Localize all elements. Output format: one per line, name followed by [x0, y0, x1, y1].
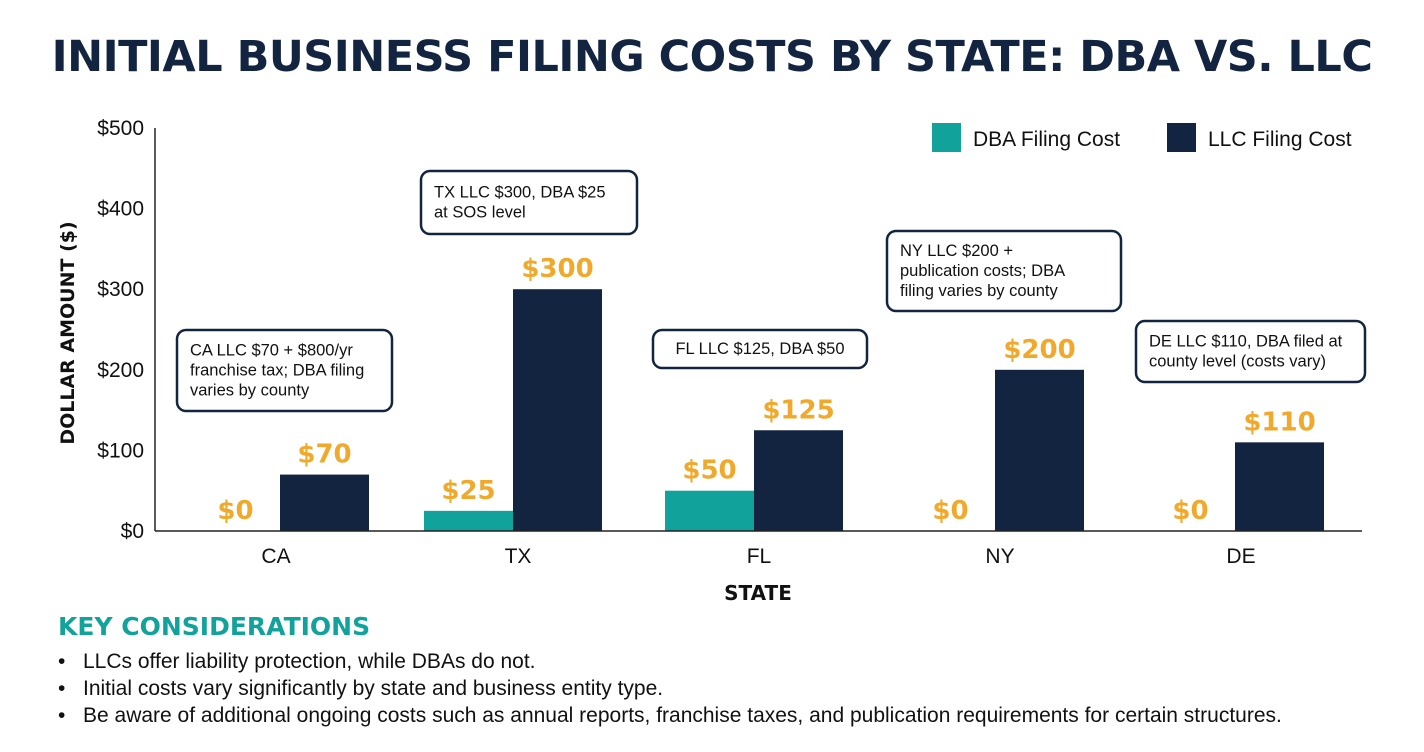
x-tick-label: TX: [505, 545, 532, 568]
annotation-box: [419, 169, 639, 236]
key-considerations-list: • LLCs offer liability protection, while …: [58, 648, 1282, 729]
llc-bar: [513, 289, 602, 531]
annotation-box: [1134, 319, 1367, 384]
legend-swatch-dba: [932, 123, 961, 152]
data-label: $300: [521, 254, 593, 284]
annotation-text: TX LLC $300, DBA $25: [434, 184, 606, 202]
legend-label: DBA Filing Cost: [973, 128, 1120, 151]
list-item-text: Be aware of additional ongoing costs suc…: [83, 704, 1282, 727]
y-tick-label: $100: [97, 439, 144, 462]
legend: DBA Filing Cost LLC Filing Cost: [932, 123, 1352, 152]
annotation-callout: NY LLC $200 + publication costs; DBA filin…: [885, 229, 1123, 313]
annotation-box: [175, 328, 394, 413]
data-label: $200: [1003, 335, 1075, 365]
annotation-text: filing varies by county: [900, 282, 1058, 300]
data-label: $0: [217, 496, 253, 526]
data-label: $125: [762, 395, 834, 425]
llc-bar: [1235, 442, 1324, 531]
list-item-text: LLCs offer liability protection, while D…: [83, 650, 536, 673]
legend-label: LLC Filing Cost: [1208, 128, 1352, 151]
key-considerations-title: KEY CONSIDERATIONS: [58, 612, 371, 641]
llc-bar: [754, 430, 843, 531]
dba-bar: [424, 510, 513, 531]
y-tick-label: $500: [97, 117, 144, 140]
chart-title: INITIAL BUSINESS FILING COSTS BY STATE: …: [51, 32, 1373, 82]
x-tick-label: CA: [261, 545, 290, 568]
annotation-callout: CA LLC $70 + $800/yr franchise tax; DBA f…: [175, 328, 394, 413]
bullet-icon: •: [58, 650, 66, 673]
data-label: $70: [297, 440, 351, 470]
x-tick-label: FL: [747, 545, 772, 568]
y-axis-ticks: $0 $100 $200 $300 $400 $500: [97, 117, 144, 543]
annotations-layer: CA LLC $70 + $800/yr franchise tax; DBA f…: [175, 169, 1367, 413]
data-label: $50: [682, 456, 736, 486]
x-axis-label: STATE: [724, 581, 792, 605]
annotation-text: FL LLC $125, DBA $50: [675, 340, 844, 358]
list-item: • LLCs offer liability protection, while …: [58, 648, 1282, 675]
bar-chart: $0 $100 $200 $300 $400 $500 $0 $70 $25 $300 $50 $1…: [57, 117, 1367, 605]
annotation-text: county level (costs vary): [1149, 353, 1326, 371]
bullet-icon: •: [58, 704, 66, 727]
data-label: $0: [932, 496, 968, 526]
bars-layer: [280, 289, 1324, 531]
y-tick-label: $0: [121, 520, 144, 543]
annotation-box: [885, 229, 1123, 313]
annotation-text: varies by county: [190, 382, 310, 400]
data-label: $110: [1243, 407, 1315, 437]
annotation-callout: FL LLC $125, DBA $50: [651, 328, 869, 370]
annotation-text: DE LLC $110, DBA filed at: [1149, 333, 1343, 351]
annotation-text: NY LLC $200 +: [900, 242, 1013, 260]
x-tick-label: DE: [1226, 545, 1255, 568]
x-tick-label: NY: [985, 545, 1014, 568]
annotation-box: [651, 328, 869, 370]
legend-swatch-llc: [1167, 123, 1196, 152]
value-labels-layer: $0 $70 $25 $300 $50 $125 $0 $200 $0 $110: [217, 254, 1315, 526]
annotation-callout: DE LLC $110, DBA filed at county level (c…: [1134, 319, 1367, 384]
x-axis-ticks: CA TX FL NY DE: [261, 545, 1255, 568]
bullet-icon: •: [58, 677, 66, 700]
annotation-text: CA LLC $70 + $800/yr: [190, 342, 353, 360]
data-label: $0: [1172, 496, 1208, 526]
list-item: • Initial costs vary significantly by sta…: [58, 675, 1282, 702]
dba-bar: [665, 490, 754, 531]
llc-bar: [280, 474, 369, 531]
llc-bar: [995, 369, 1084, 531]
list-item-text: Initial costs vary significantly by stat…: [83, 677, 664, 700]
data-label: $25: [441, 476, 495, 506]
y-axis-label: DOLLAR AMOUNT ($): [57, 221, 79, 444]
y-tick-label: $300: [97, 278, 144, 301]
annotation-text: publication costs; DBA: [900, 262, 1065, 280]
annotation-text: at SOS level: [434, 204, 526, 222]
y-tick-label: $200: [97, 359, 144, 382]
y-tick-label: $400: [97, 198, 144, 221]
annotation-callout: TX LLC $300, DBA $25 at SOS level: [419, 169, 639, 236]
annotation-text: franchise tax; DBA filing: [190, 362, 364, 380]
list-item: • Be aware of additional ongoing costs su…: [58, 702, 1282, 729]
